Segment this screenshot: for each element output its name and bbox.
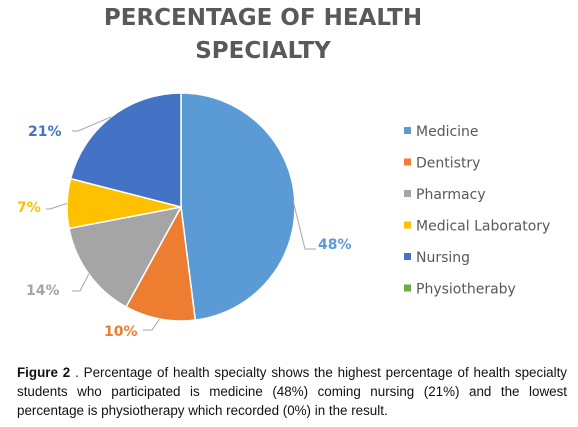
data-label-nursing: 21% [28, 124, 62, 140]
data-label-pharmacy: 14% [26, 283, 60, 299]
legend-item-physiotheraby: Physiotheraby [404, 282, 516, 298]
leader-line-nursing [72, 116, 112, 132]
legend-label-dentistry: Dentistry [416, 156, 480, 172]
legend-label-nursing: Nursing [416, 250, 470, 266]
data-label-dentistry: 10% [104, 324, 138, 340]
leader-line-dentistry [143, 318, 161, 331]
legend-label-medicine: Medicine [416, 124, 479, 140]
chart-title-line-2: SPECIALTY [195, 38, 331, 64]
legend-swatch-medicine [404, 127, 411, 134]
leader-line-medicine [292, 199, 316, 250]
legend-item-medicine: Medicine [404, 124, 479, 140]
legend-item-pharmacy: Pharmacy [404, 187, 486, 203]
pie-chart-svg: PERCENTAGE OF HEALTH SPECIALTY 48% 10% 14%… [17, 5, 550, 340]
legend-label-medical-laboratory: Medical Laboratory [416, 219, 550, 235]
legend-swatch-dentistry [404, 158, 411, 166]
chart-title-line-1: PERCENTAGE OF HEALTH [104, 5, 422, 31]
pie-chart: PERCENTAGE OF HEALTH SPECIALTY 48% 10% 14%… [17, 5, 550, 340]
leader-line-pharmacy [72, 273, 90, 292]
pie-slice-nursing [69, 92, 182, 208]
data-label-medicine: 48% [318, 237, 352, 253]
legend-swatch-pharmacy [404, 190, 411, 197]
pie-slice-dentistry [125, 204, 197, 322]
legend-label-pharmacy: Pharmacy [416, 187, 486, 203]
figure-caption: Figure 2 . Percentage of health specialt… [17, 363, 567, 420]
caption-label: Figure 2 [17, 365, 71, 380]
legend-swatch-medical-laboratory [404, 221, 411, 229]
legend-swatch-physiotheraby [404, 284, 411, 292]
pie-slice-medicine [180, 92, 296, 321]
legend-item-dentistry: Dentistry [404, 156, 480, 172]
legend-item-nursing: Nursing [404, 250, 470, 266]
caption-text: . Percentage of health specialty shows t… [17, 365, 568, 418]
legend-item-medical-laboratory: Medical Laboratory [404, 219, 550, 235]
data-label-medical-laboratory: 7% [17, 200, 41, 216]
legend-label-physiotheraby: Physiotheraby [416, 282, 516, 298]
legend-swatch-nursing [404, 253, 411, 260]
leader-line-medical-laboratory [46, 202, 68, 210]
